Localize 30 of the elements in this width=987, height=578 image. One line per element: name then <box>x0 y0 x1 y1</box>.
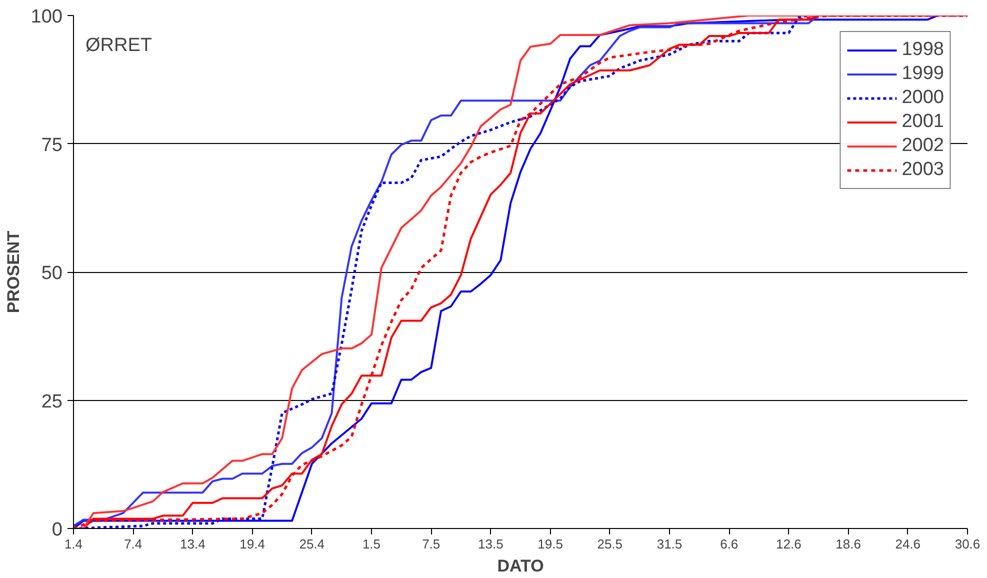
x-tick-label: 12.6 <box>776 536 802 552</box>
x-tick-label: 13.5 <box>478 536 504 552</box>
x-tick-label: 30.6 <box>954 536 980 552</box>
legend-label: 2002 <box>902 134 944 158</box>
x-tick-label: 19.5 <box>538 536 563 552</box>
x-tick-label: 1.5 <box>362 536 381 552</box>
y-tick-label: 100 <box>30 6 62 28</box>
y-tick-label: 75 <box>41 134 63 156</box>
x-tick-label: 13.4 <box>180 536 206 552</box>
x-tick-label: 25.4 <box>299 536 325 552</box>
legend-label: 1999 <box>902 62 944 86</box>
legend-label: 2001 <box>902 110 944 134</box>
x-tick-label: 19.4 <box>240 536 265 552</box>
x-tick-label: 24.6 <box>895 536 921 552</box>
x-tick-label: 18.6 <box>836 536 861 552</box>
legend-label: 2000 <box>902 86 944 110</box>
x-tick-label: 6.6 <box>720 536 738 552</box>
x-tick-label: 1.4 <box>64 536 83 552</box>
legend-label: 1998 <box>902 38 944 62</box>
annotation: ØRRET <box>86 35 152 56</box>
x-tick-label: 25.5 <box>597 536 623 552</box>
x-axis-title: DATO <box>497 556 544 576</box>
y-axis-title: PROSENT <box>4 230 23 314</box>
y-tick-label: 0 <box>52 520 63 540</box>
x-tick-label: 7.5 <box>422 536 440 552</box>
x-tick-label: 31.5 <box>656 536 682 552</box>
y-tick-label: 25 <box>41 391 63 412</box>
legend-label: 2003 <box>902 158 944 182</box>
y-tick-label: 50 <box>41 263 63 284</box>
x-tick-label: 7.4 <box>124 536 142 552</box>
